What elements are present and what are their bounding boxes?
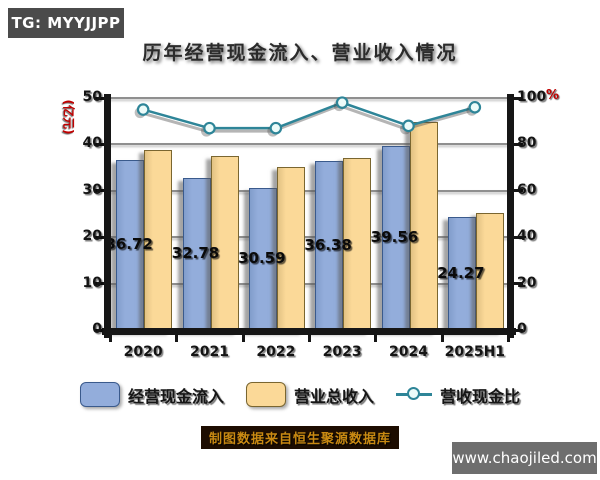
bar-经营现金流入-2025H1 xyxy=(447,217,476,332)
bar-经营现金流入-2023 xyxy=(315,161,344,332)
line-marker xyxy=(203,121,216,135)
x-axis-tick-label: 2024 xyxy=(389,344,428,360)
line-marker xyxy=(468,100,482,114)
right-axis-tick xyxy=(512,282,523,286)
bar-营业总收入-2024 xyxy=(409,121,438,332)
bar-经营现金流入-2022 xyxy=(248,188,277,332)
footnote: 制图数据来自恒生聚源数据库 xyxy=(0,426,600,449)
x-axis-tick-label: 2022 xyxy=(256,344,296,360)
line-marker-icon xyxy=(407,387,420,400)
right-axis-tick-label: 60 xyxy=(517,181,537,198)
bar-经营现金流入-2021 xyxy=(182,177,211,332)
right-axis-tick xyxy=(512,189,523,193)
chart-title: 历年经营现金流入、营业收入情况 xyxy=(142,42,458,64)
bar-经营现金流入-2024 xyxy=(381,146,410,332)
gridline xyxy=(110,143,508,146)
legend-label-revenue: 营业总收入 xyxy=(293,386,374,406)
left-axis-tick xyxy=(95,282,106,286)
legend-item-cash-inflow: 经营现金流入 xyxy=(79,382,224,407)
line-marker xyxy=(136,103,150,116)
cash-ratio-line-swatch xyxy=(396,383,432,406)
left-axis-tick-label: 30 xyxy=(82,181,102,198)
cash-inflow-swatch xyxy=(79,382,120,407)
gridline xyxy=(110,189,508,192)
legend-item-revenue: 营业总收入 xyxy=(245,382,374,407)
right-axis-tick-label: 40 xyxy=(517,228,537,245)
legend-item-cash-ratio: 营收现金比 xyxy=(396,383,520,407)
x-axis-tick-label: 2025H1 xyxy=(444,344,506,360)
watermark-site-url: www.chaojiled.com xyxy=(452,442,597,474)
bar-value-label: 24.27 xyxy=(437,263,485,282)
bottom-axis-tick xyxy=(109,335,112,342)
bar-value-label: 30.59 xyxy=(238,249,286,268)
bar-营业总收入-2021 xyxy=(210,155,239,332)
left-axis-tick-label: 50 xyxy=(82,89,102,105)
left-axis-line xyxy=(104,94,111,338)
bar-经营现金流入-2020 xyxy=(116,159,145,332)
gridline xyxy=(110,282,508,285)
legend-label-cash-ratio: 营收现金比 xyxy=(440,386,521,406)
line-marker xyxy=(269,121,283,135)
line-marker xyxy=(335,96,349,109)
right-axis-tick-label: 80 xyxy=(517,135,537,152)
bar-value-label: 32.78 xyxy=(171,243,220,262)
x-axis-tick-label: 2020 xyxy=(123,344,163,360)
left-axis-tick-label: 20 xyxy=(82,228,102,245)
left-axis-tick-label: 0 xyxy=(92,321,102,337)
line-marker xyxy=(402,119,415,133)
left-axis-tick xyxy=(95,235,106,239)
right-axis-tick-label: 0 xyxy=(517,321,527,337)
bar-value-label: 36.72 xyxy=(105,234,153,253)
right-axis-tick xyxy=(512,328,523,332)
left-axis-tick xyxy=(95,142,106,146)
right-axis-tick-label: 20 xyxy=(517,274,537,291)
left-axis-tick xyxy=(95,328,106,332)
left-axis-tick xyxy=(95,96,106,100)
bar-营业总收入-2023 xyxy=(343,157,372,332)
right-axis-tick xyxy=(512,96,523,100)
right-axis-tick-label: 100 xyxy=(517,89,547,105)
right-axis-tick xyxy=(512,235,523,239)
right-axis-line xyxy=(507,94,514,338)
bar-营业总收入-2022 xyxy=(276,166,305,332)
right-axis-unit-label: % xyxy=(546,88,560,103)
bottom-axis-tick xyxy=(241,335,245,342)
left-axis-tick-label: 10 xyxy=(82,274,102,291)
x-axis-tick-label: 2023 xyxy=(322,344,362,360)
tg-badge: TG: MYYJJPP xyxy=(8,8,124,38)
bar-营业总收入-2020 xyxy=(144,149,173,332)
bar-value-label: 36.38 xyxy=(304,235,352,254)
gridline xyxy=(110,236,508,239)
bottom-axis-tick xyxy=(308,335,311,342)
bar-value-label: 39.56 xyxy=(370,228,419,247)
revenue-swatch xyxy=(245,382,286,407)
right-axis-tick xyxy=(512,142,523,146)
left-axis-tick-label: 40 xyxy=(82,135,102,152)
gridline xyxy=(110,97,508,99)
bottom-axis-tick xyxy=(440,335,444,342)
legend: 经营现金流入 营业总收入 营收现金比 xyxy=(0,382,600,407)
bar-营业总收入-2025H1 xyxy=(475,213,504,332)
bottom-axis-tick xyxy=(507,335,510,342)
bottom-axis-tick xyxy=(175,335,179,342)
cash-ratio-line xyxy=(134,96,482,137)
bottom-axis-tick xyxy=(374,335,378,342)
x-axis-tick-label: 2021 xyxy=(190,344,229,360)
footnote-text: 制图数据来自恒生聚源数据库 xyxy=(200,426,399,449)
bottom-axis-line xyxy=(102,328,516,335)
left-axis-tick xyxy=(95,189,106,193)
legend-label-cash-inflow: 经营现金流入 xyxy=(127,386,224,406)
